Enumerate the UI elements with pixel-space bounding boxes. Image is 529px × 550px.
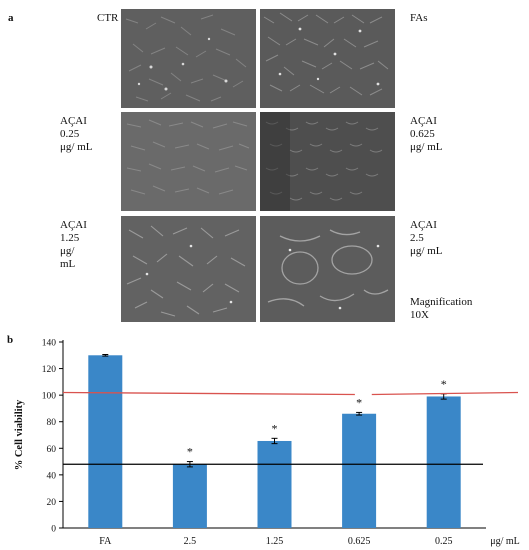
label-fas: FAs (410, 12, 428, 24)
micrograph-acai-025 (121, 112, 256, 211)
y-tick-label: 20 (47, 498, 57, 508)
significance-marker: * (441, 377, 447, 391)
micrograph-acai-0625 (260, 112, 395, 211)
significance-marker: * (187, 445, 193, 459)
label-acai-0625: AÇAI 0.625 μg/ mL (410, 115, 443, 153)
label-acai-125: AÇAI 1.25 μg/ mL (60, 219, 87, 270)
significance-marker: * (356, 395, 362, 409)
bar (88, 355, 123, 528)
micrograph-fas (260, 9, 395, 108)
micrograph-ctr (121, 9, 256, 108)
micrograph-acai-125-texture (121, 216, 256, 322)
x-tick-label: 1.25 (266, 536, 284, 547)
y-tick-label: 140 (42, 339, 57, 349)
x-tick-label: 0.625 (348, 536, 371, 547)
y-axis-label: % Cell viability (14, 399, 25, 470)
x-tick-label: FA (99, 536, 112, 547)
reference-line-red-left (62, 391, 355, 396)
micrograph-acai-25-texture (260, 216, 395, 322)
bar (257, 440, 292, 528)
label-ctr: CTR (97, 12, 119, 24)
micrograph-acai-0625-texture (260, 112, 395, 211)
y-tick-label: 80 (47, 418, 57, 428)
panel-a-letter: a (8, 12, 14, 24)
reference-line-red-right (371, 391, 519, 396)
bar (426, 396, 461, 528)
y-tick-label: 60 (47, 445, 57, 455)
micrograph-acai-025-texture (121, 112, 256, 211)
y-tick-label: 40 (47, 471, 57, 481)
micrograph-fas-texture (260, 9, 395, 108)
label-magnification: Magnification 10X (410, 296, 473, 321)
y-tick-label: 0 (51, 525, 56, 535)
x-axis-label: μg/ mL (490, 536, 520, 547)
cell-viability-chart: 0 20 40 60 80 100 120 140 % Cell viability FA 2.5 *… (14, 339, 520, 548)
x-tick-label: 0.25 (435, 536, 453, 547)
micrograph-ctr-texture (121, 9, 256, 108)
y-tick-label: 120 (42, 365, 57, 375)
y-tick-label: 100 (42, 392, 57, 402)
micrograph-acai-25 (260, 216, 395, 322)
bar (342, 413, 377, 528)
significance-marker: * (272, 421, 278, 435)
label-acai-25: AÇAI 2.5 μg/ mL (410, 219, 443, 257)
label-acai-025: AÇAI 0.25 μg/ mL (60, 115, 93, 153)
bar (172, 464, 207, 528)
panel-b-letter: b (7, 334, 14, 346)
x-tick-label: 2.5 (184, 536, 197, 547)
micrograph-acai-125 (121, 216, 256, 322)
